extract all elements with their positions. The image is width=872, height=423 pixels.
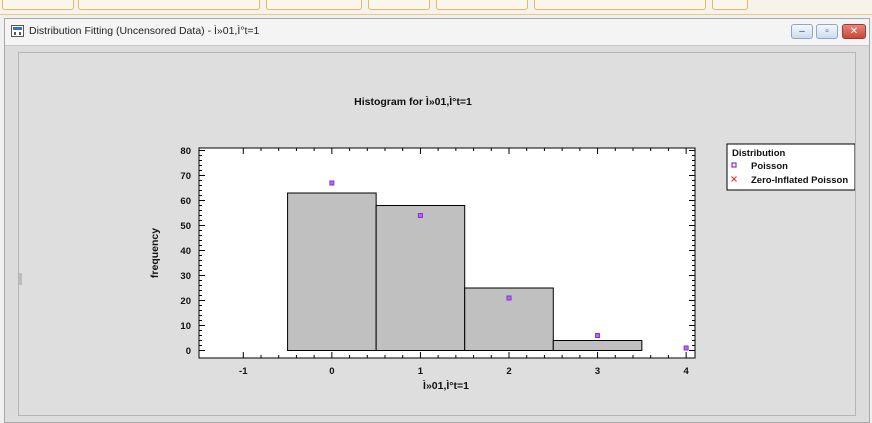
background-tab[interactable] [534,0,706,10]
background-tab[interactable] [78,0,260,10]
legend-item-poisson: Poisson [751,161,788,172]
background-tab[interactable] [436,0,528,10]
minimize-button[interactable]: – [791,24,813,39]
x-tick-label: -1 [239,366,248,377]
x-tick-label: 2 [506,366,511,377]
y-axis-label: frequency [149,228,161,278]
y-tick-label: 60 [180,196,191,207]
y-axis: 0 10 20 30 40 50 60 70 80 [180,146,695,357]
background-tab[interactable] [712,0,748,10]
legend-poisson-marker [731,162,737,168]
legend[interactable]: Distribution Poisson Zero-Inflated Poiss… [726,143,856,191]
background-tab[interactable] [266,0,362,10]
poisson-point [595,333,601,338]
x-tick-label: 1 [418,366,424,377]
y-tick-label: 40 [180,246,191,257]
histogram-bars [287,192,643,351]
poisson-points [329,180,689,351]
close-button[interactable]: ✕ [842,24,866,39]
x-tick-label: 4 [683,366,689,377]
chart-title: Histogram for Ì»01,Ì°t=1 [354,95,472,108]
chart-panel: Histogram for Ì»01,Ì°t=1 0 10 20 30 40 50 60 70… [18,52,856,416]
histogram-bar [287,192,377,351]
legend-box [726,143,856,191]
window-title: Distribution Fitting (Uncensored Data) -… [29,25,260,37]
x-tick-label: 3 [595,366,600,377]
y-tick-label: 10 [180,321,191,332]
restore-button[interactable]: ▫ [816,24,838,39]
histogram-bar [375,205,466,351]
poisson-point [506,295,512,301]
background-app-tab-strip [0,0,872,15]
analysis-window: Distribution Fitting (Uncensored Data) -… [4,18,870,423]
resize-handle[interactable] [19,273,22,285]
x-axis-label: Ì»01,Ì°t=1 [422,379,469,392]
x-tick-label: 0 [329,366,334,377]
poisson-point [417,213,423,218]
legend-title: Distribution [732,148,785,159]
y-tick-label: 50 [180,221,191,232]
y-tick-label: 0 [186,346,191,357]
y-tick-label: 70 [180,171,191,182]
x-axis: -1 0 1 2 3 4 [239,148,689,377]
background-tab[interactable] [368,0,430,10]
app-window-icon[interactable] [11,25,24,37]
histogram-bar [552,340,643,351]
legend-zip-marker [731,176,737,182]
y-tick-label: 20 [180,296,191,307]
poisson-point [329,180,335,186]
legend-item-zero-inflated-poisson: Zero-Inflated Poisson [751,175,848,186]
histogram-chart: Histogram for Ì»01,Ì°t=1 010203040506070… [149,95,856,392]
y-tick-label: 80 [180,146,191,157]
window-titlebar[interactable]: Distribution Fitting (Uncensored Data) -… [5,19,869,46]
poisson-point [683,345,689,351]
background-tab[interactable] [2,0,74,10]
y-tick-label: 30 [180,271,191,282]
